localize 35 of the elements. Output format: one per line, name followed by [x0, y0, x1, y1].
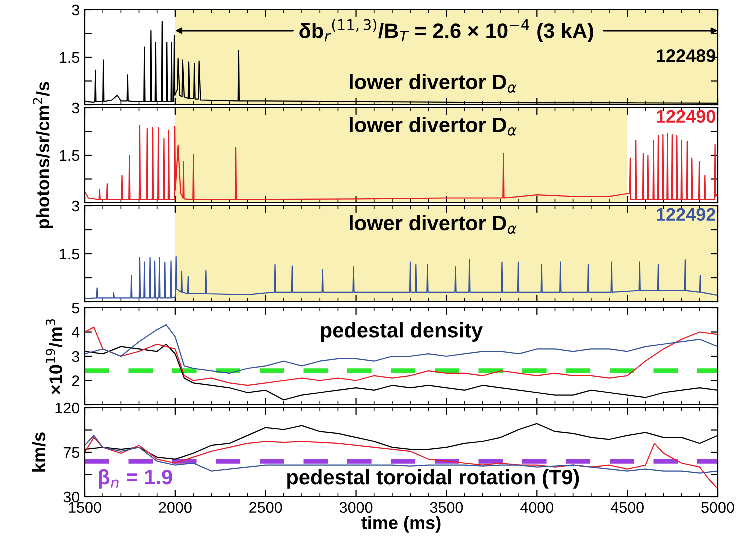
- y-tick-label: 3: [72, 351, 80, 362]
- text: 122492: [657, 208, 716, 222]
- y-tick-label: 5: [72, 303, 80, 314]
- series-label: 122490: [657, 110, 716, 124]
- x-tick-label: 2000: [159, 502, 192, 514]
- x-tick-label: 4000: [520, 502, 554, 514]
- x-tick-label: 2500: [250, 502, 282, 514]
- annotation: lower divertor D$_{α}$: [350, 117, 517, 136]
- y-tick-label: 30: [64, 492, 80, 503]
- y-tick-label: 1.5: [60, 249, 80, 260]
- y-tick-label: 120: [56, 402, 80, 414]
- y-tick-label: 75: [64, 448, 80, 458]
- y-tick-label: 3: [72, 200, 80, 212]
- x-axis-title: time (ms): [362, 516, 441, 533]
- y-tick-label: 2: [72, 376, 80, 386]
- annotation: lower divertor D$_{α}$: [350, 74, 517, 93]
- y-tick-label: 1.5: [60, 150, 80, 162]
- x-tick-label: 3500: [430, 502, 464, 514]
- x-tick-label: 5000: [702, 502, 734, 514]
- y-tick-label: 1.5: [60, 52, 80, 64]
- y-axis-title: photons/sr/cm$^{2}$/s: [33, 82, 54, 228]
- annotation: pedestal toroidal rotation (T9): [288, 469, 580, 489]
- annotation: lower divertor D$_{α}$: [350, 215, 517, 234]
- y-axis-title: km/s: [32, 432, 46, 472]
- annotation: β$_{n}$ = 1.9: [99, 469, 172, 489]
- band-label: δb$_{r}$$^{(11,3)}$/B$_{T}$ = 2.6 × 10$^{−4}$ (3 kA): [300, 19, 594, 42]
- y-tick-label: 3: [72, 102, 80, 114]
- y-tick-label: 4: [72, 327, 80, 338]
- annotation: pedestal density: [321, 322, 484, 342]
- y-tick-label: 3: [72, 4, 80, 16]
- x-tick-label: 1500: [69, 502, 102, 514]
- x-tick-label: 4500: [610, 502, 644, 514]
- y-axis-title: ×10$^{19}$/m$^{3}$: [46, 319, 63, 394]
- x-tick-label: 3000: [340, 502, 373, 514]
- legend-label: 122489: [657, 50, 716, 62]
